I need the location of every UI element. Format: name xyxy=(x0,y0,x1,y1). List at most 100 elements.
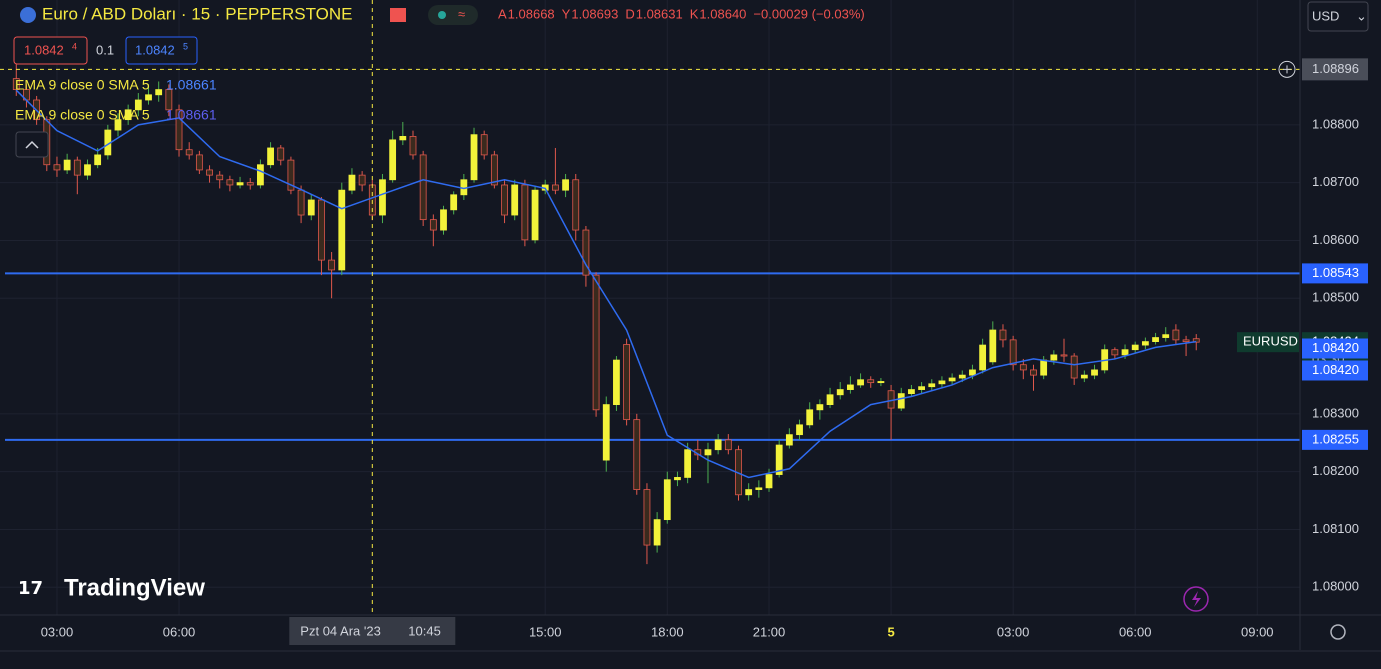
candle-body xyxy=(145,94,152,101)
sell-button[interactable] xyxy=(13,36,88,65)
candle-body xyxy=(399,136,407,141)
y-tick-label: 1.08300 xyxy=(1312,405,1359,420)
candle-body xyxy=(928,383,936,388)
candle-body xyxy=(684,449,692,478)
ohlc-key: A xyxy=(498,6,507,21)
candle-body xyxy=(318,199,325,261)
candle-body xyxy=(745,489,753,496)
candle-body xyxy=(877,381,885,384)
crosshair-date: Pzt 04 Ara '23 xyxy=(300,623,381,638)
candle-body xyxy=(674,477,681,481)
x-tick-label: 06:00 xyxy=(163,624,196,639)
candle-body xyxy=(775,444,783,475)
x-tick-label: 06:00 xyxy=(1119,624,1152,639)
logo: TradingView xyxy=(64,574,205,601)
candle-body xyxy=(613,359,620,406)
candle-body xyxy=(816,404,824,411)
candle-body xyxy=(1030,369,1037,376)
candle-body xyxy=(185,149,193,156)
ohlc-legend: A 1.08668 Y 1.08693 D 1.08631 K 1.08640 xyxy=(498,6,746,21)
candle-body xyxy=(1141,341,1149,346)
market-open-dot xyxy=(438,11,446,19)
currency-arrow[interactable]: ⌄ xyxy=(1356,8,1367,23)
candle-body xyxy=(1111,349,1119,356)
candle-body xyxy=(195,154,203,171)
collapse-button[interactable] xyxy=(15,131,49,158)
alert-icon[interactable] xyxy=(1183,586,1209,612)
buy-button[interactable] xyxy=(125,36,198,65)
candle-body xyxy=(582,229,590,276)
candle-body xyxy=(1162,334,1170,338)
candle-body xyxy=(409,136,417,156)
settings-icon[interactable] xyxy=(1330,624,1346,640)
symbol-tag-box xyxy=(1237,332,1299,353)
candle-body xyxy=(63,159,71,171)
x-tick-label: 15:00 xyxy=(529,624,562,639)
indicator-name[interactable]: EMA 9 close 0 SMA 5 xyxy=(15,77,150,93)
candle-body xyxy=(785,434,793,446)
candle-body xyxy=(277,147,285,161)
candle-body xyxy=(1019,364,1027,371)
currency[interactable]: USD xyxy=(1312,8,1339,23)
sell-pip[interactable]: 4 xyxy=(72,41,77,51)
candle-body xyxy=(134,99,142,111)
buy-price[interactable]: 1.0842 xyxy=(135,42,175,57)
candle-body xyxy=(114,119,122,131)
indicator-value: 1.08661 xyxy=(166,107,217,123)
candle-body xyxy=(1009,339,1017,366)
hline-label: 1.08543 xyxy=(1312,265,1359,280)
bolt[interactable] xyxy=(1192,591,1201,607)
spread: 0.1 xyxy=(96,42,114,57)
candle-body xyxy=(348,174,356,191)
candle-body xyxy=(328,259,336,271)
indicator-name[interactable]: EMA 9 close 0 SMA 5 xyxy=(15,107,150,123)
sell-price[interactable]: 1.0842 xyxy=(24,42,64,57)
candle-body xyxy=(379,179,386,216)
candle-body xyxy=(867,379,875,384)
currency-select[interactable] xyxy=(1307,1,1369,32)
candle-body xyxy=(572,179,580,231)
candle-body xyxy=(724,439,732,451)
candle-body xyxy=(287,159,295,191)
ohlc-value: 1.08668 xyxy=(508,6,555,21)
candle-body xyxy=(1060,354,1068,357)
ohlc-key: Y xyxy=(562,6,571,21)
candle-body xyxy=(826,394,834,406)
x-tick-label: 09:00 xyxy=(1241,624,1274,639)
candle-body xyxy=(633,419,641,490)
collapse-icon[interactable] xyxy=(25,140,39,149)
flag-icon[interactable] xyxy=(390,8,406,22)
candle-body xyxy=(857,379,864,386)
candle-body xyxy=(999,329,1007,341)
price-mark: 1.08420 xyxy=(1312,362,1359,377)
candle-body xyxy=(389,139,397,181)
candle-body xyxy=(511,184,519,216)
candle-body xyxy=(531,189,539,241)
change: −0.00029 (−0.03%) xyxy=(753,6,864,21)
logo-mark: 𝟭𝟳 xyxy=(18,578,43,598)
candle-body xyxy=(1040,359,1048,376)
candle-body xyxy=(124,109,132,121)
candle-body xyxy=(562,179,569,191)
x-tick-label: 21:00 xyxy=(753,624,786,639)
price-mark-box xyxy=(1302,360,1368,381)
y-tick-label: 1.08000 xyxy=(1312,579,1359,594)
y-tick-label: 1.08500 xyxy=(1312,290,1359,305)
plot-area xyxy=(0,0,1300,615)
candle-body xyxy=(12,78,20,90)
candle-body xyxy=(602,404,610,461)
candle-body xyxy=(521,184,529,241)
hline-label-box xyxy=(1302,429,1368,450)
candle-body xyxy=(755,487,763,490)
bottom-toolbar xyxy=(0,650,1381,669)
candle-body xyxy=(989,329,997,363)
buy-pip[interactable]: 5 xyxy=(183,41,188,51)
candle-body xyxy=(765,474,773,489)
candle-body xyxy=(1182,339,1190,343)
candle-body xyxy=(206,169,213,176)
ohlc-value: 1.08640 xyxy=(699,6,746,21)
candle-body xyxy=(1152,337,1159,343)
symbol-tag: EURUSD xyxy=(1243,334,1298,349)
candle-body xyxy=(592,274,600,411)
